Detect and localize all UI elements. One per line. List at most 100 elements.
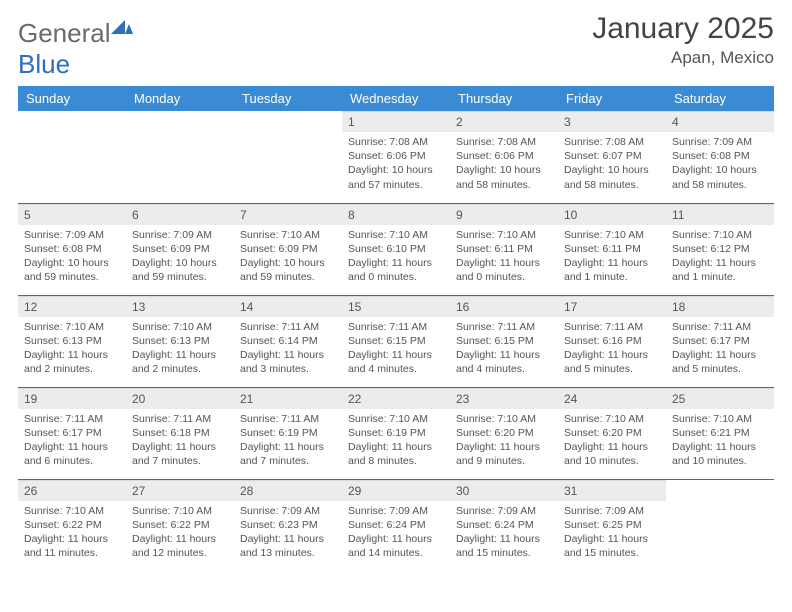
calendar-cell: 16Sunrise: 7:11 AMSunset: 6:15 PMDayligh… [450, 295, 558, 387]
day-details: Sunrise: 7:10 AMSunset: 6:13 PMDaylight:… [126, 317, 234, 381]
calendar-row: 26Sunrise: 7:10 AMSunset: 6:22 PMDayligh… [18, 479, 774, 571]
title-block: January 2025 Apan, Mexico [592, 12, 774, 68]
day-details: Sunrise: 7:09 AMSunset: 6:25 PMDaylight:… [558, 501, 666, 565]
calendar-cell [234, 111, 342, 203]
calendar-cell: 29Sunrise: 7:09 AMSunset: 6:24 PMDayligh… [342, 479, 450, 571]
day-number: 4 [666, 111, 774, 132]
weekday-header-row: SundayMondayTuesdayWednesdayThursdayFrid… [18, 86, 774, 111]
calendar-cell: 14Sunrise: 7:11 AMSunset: 6:14 PMDayligh… [234, 295, 342, 387]
calendar-cell: 6Sunrise: 7:09 AMSunset: 6:09 PMDaylight… [126, 203, 234, 295]
day-number: 17 [558, 296, 666, 317]
brand-part2: Blue [18, 49, 70, 79]
header: General Blue January 2025 Apan, Mexico [18, 12, 774, 80]
day-number: 30 [450, 480, 558, 501]
weekday-header: Saturday [666, 86, 774, 111]
day-details: Sunrise: 7:09 AMSunset: 6:09 PMDaylight:… [126, 225, 234, 289]
calendar-cell: 2Sunrise: 7:08 AMSunset: 6:06 PMDaylight… [450, 111, 558, 203]
calendar-table: SundayMondayTuesdayWednesdayThursdayFrid… [18, 86, 774, 571]
day-details: Sunrise: 7:10 AMSunset: 6:11 PMDaylight:… [450, 225, 558, 289]
calendar-cell: 5Sunrise: 7:09 AMSunset: 6:08 PMDaylight… [18, 203, 126, 295]
day-details: Sunrise: 7:11 AMSunset: 6:18 PMDaylight:… [126, 409, 234, 473]
day-details: Sunrise: 7:11 AMSunset: 6:17 PMDaylight:… [18, 409, 126, 473]
day-number: 22 [342, 388, 450, 409]
day-number: 26 [18, 480, 126, 501]
day-number: 6 [126, 204, 234, 225]
calendar-cell: 8Sunrise: 7:10 AMSunset: 6:10 PMDaylight… [342, 203, 450, 295]
day-number: 15 [342, 296, 450, 317]
calendar-cell: 24Sunrise: 7:10 AMSunset: 6:20 PMDayligh… [558, 387, 666, 479]
day-details: Sunrise: 7:10 AMSunset: 6:12 PMDaylight:… [666, 225, 774, 289]
calendar-cell: 20Sunrise: 7:11 AMSunset: 6:18 PMDayligh… [126, 387, 234, 479]
day-number: 11 [666, 204, 774, 225]
brand-mark-icon [111, 10, 133, 40]
day-number: 28 [234, 480, 342, 501]
day-number: 21 [234, 388, 342, 409]
day-number: 29 [342, 480, 450, 501]
day-details: Sunrise: 7:08 AMSunset: 6:07 PMDaylight:… [558, 132, 666, 196]
day-number: 23 [450, 388, 558, 409]
calendar-cell [126, 111, 234, 203]
calendar-cell: 7Sunrise: 7:10 AMSunset: 6:09 PMDaylight… [234, 203, 342, 295]
day-details: Sunrise: 7:10 AMSunset: 6:10 PMDaylight:… [342, 225, 450, 289]
day-number: 20 [126, 388, 234, 409]
day-number: 8 [342, 204, 450, 225]
day-number: 18 [666, 296, 774, 317]
day-number: 7 [234, 204, 342, 225]
calendar-body: 1Sunrise: 7:08 AMSunset: 6:06 PMDaylight… [18, 111, 774, 571]
day-number: 14 [234, 296, 342, 317]
day-number: 19 [18, 388, 126, 409]
weekday-header: Monday [126, 86, 234, 111]
location-text: Apan, Mexico [592, 48, 774, 68]
calendar-row: 19Sunrise: 7:11 AMSunset: 6:17 PMDayligh… [18, 387, 774, 479]
calendar-cell: 28Sunrise: 7:09 AMSunset: 6:23 PMDayligh… [234, 479, 342, 571]
day-details: Sunrise: 7:09 AMSunset: 6:23 PMDaylight:… [234, 501, 342, 565]
calendar-cell: 25Sunrise: 7:10 AMSunset: 6:21 PMDayligh… [666, 387, 774, 479]
day-details: Sunrise: 7:10 AMSunset: 6:09 PMDaylight:… [234, 225, 342, 289]
calendar-cell: 26Sunrise: 7:10 AMSunset: 6:22 PMDayligh… [18, 479, 126, 571]
calendar-cell: 17Sunrise: 7:11 AMSunset: 6:16 PMDayligh… [558, 295, 666, 387]
day-details: Sunrise: 7:10 AMSunset: 6:22 PMDaylight:… [18, 501, 126, 565]
weekday-header: Wednesday [342, 86, 450, 111]
day-details: Sunrise: 7:09 AMSunset: 6:08 PMDaylight:… [18, 225, 126, 289]
calendar-cell: 12Sunrise: 7:10 AMSunset: 6:13 PMDayligh… [18, 295, 126, 387]
day-details: Sunrise: 7:08 AMSunset: 6:06 PMDaylight:… [342, 132, 450, 196]
calendar-row: 12Sunrise: 7:10 AMSunset: 6:13 PMDayligh… [18, 295, 774, 387]
day-details: Sunrise: 7:11 AMSunset: 6:19 PMDaylight:… [234, 409, 342, 473]
day-number: 2 [450, 111, 558, 132]
day-details: Sunrise: 7:11 AMSunset: 6:17 PMDaylight:… [666, 317, 774, 381]
brand-part1: General [18, 18, 111, 48]
day-details: Sunrise: 7:09 AMSunset: 6:24 PMDaylight:… [342, 501, 450, 565]
day-number: 13 [126, 296, 234, 317]
day-details: Sunrise: 7:10 AMSunset: 6:21 PMDaylight:… [666, 409, 774, 473]
day-details: Sunrise: 7:10 AMSunset: 6:22 PMDaylight:… [126, 501, 234, 565]
day-details: Sunrise: 7:08 AMSunset: 6:06 PMDaylight:… [450, 132, 558, 196]
calendar-cell: 30Sunrise: 7:09 AMSunset: 6:24 PMDayligh… [450, 479, 558, 571]
day-number: 31 [558, 480, 666, 501]
day-number: 27 [126, 480, 234, 501]
calendar-cell [666, 479, 774, 571]
day-number: 1 [342, 111, 450, 132]
calendar-cell: 4Sunrise: 7:09 AMSunset: 6:08 PMDaylight… [666, 111, 774, 203]
calendar-cell: 31Sunrise: 7:09 AMSunset: 6:25 PMDayligh… [558, 479, 666, 571]
weekday-header: Tuesday [234, 86, 342, 111]
brand-text: General Blue [18, 18, 133, 80]
day-number: 3 [558, 111, 666, 132]
calendar-cell: 23Sunrise: 7:10 AMSunset: 6:20 PMDayligh… [450, 387, 558, 479]
day-details: Sunrise: 7:09 AMSunset: 6:24 PMDaylight:… [450, 501, 558, 565]
day-details: Sunrise: 7:09 AMSunset: 6:08 PMDaylight:… [666, 132, 774, 196]
calendar-cell: 21Sunrise: 7:11 AMSunset: 6:19 PMDayligh… [234, 387, 342, 479]
calendar-cell: 11Sunrise: 7:10 AMSunset: 6:12 PMDayligh… [666, 203, 774, 295]
day-details: Sunrise: 7:10 AMSunset: 6:11 PMDaylight:… [558, 225, 666, 289]
calendar-cell: 27Sunrise: 7:10 AMSunset: 6:22 PMDayligh… [126, 479, 234, 571]
day-number: 12 [18, 296, 126, 317]
calendar-cell: 15Sunrise: 7:11 AMSunset: 6:15 PMDayligh… [342, 295, 450, 387]
page-title: January 2025 [592, 12, 774, 46]
weekday-header: Thursday [450, 86, 558, 111]
brand-logo: General Blue [18, 12, 133, 80]
day-details: Sunrise: 7:10 AMSunset: 6:20 PMDaylight:… [558, 409, 666, 473]
day-number: 24 [558, 388, 666, 409]
calendar-cell: 1Sunrise: 7:08 AMSunset: 6:06 PMDaylight… [342, 111, 450, 203]
calendar-cell: 13Sunrise: 7:10 AMSunset: 6:13 PMDayligh… [126, 295, 234, 387]
calendar-cell: 18Sunrise: 7:11 AMSunset: 6:17 PMDayligh… [666, 295, 774, 387]
day-details: Sunrise: 7:10 AMSunset: 6:13 PMDaylight:… [18, 317, 126, 381]
